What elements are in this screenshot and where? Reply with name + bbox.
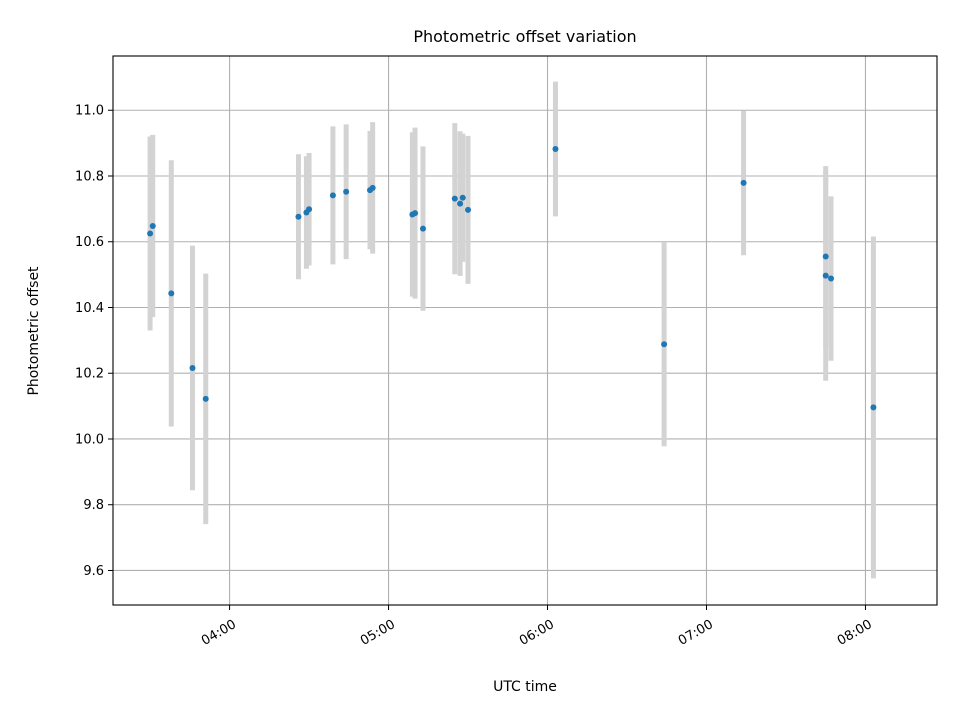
y-tick-label: 10.4 — [75, 301, 104, 316]
data-point — [147, 230, 154, 237]
data-point — [295, 213, 302, 220]
data-point — [168, 290, 175, 297]
y-tick-label: 10.2 — [75, 367, 104, 382]
data-point — [149, 222, 156, 229]
data-point — [457, 200, 464, 207]
data-point — [822, 253, 829, 260]
y-tick-label: 10.8 — [75, 169, 104, 184]
data-point — [202, 395, 209, 402]
grid-layer — [113, 56, 937, 605]
data-point — [828, 275, 835, 282]
data-point — [189, 364, 196, 371]
data-point — [552, 146, 559, 153]
y-tick-label: 10.6 — [75, 235, 104, 250]
data-point — [465, 206, 472, 213]
data-point — [329, 192, 336, 199]
data-point — [412, 210, 419, 217]
y-tick-label: 9.6 — [83, 564, 104, 579]
data-point — [369, 184, 376, 191]
data-point — [740, 179, 747, 186]
data-point — [661, 341, 668, 348]
data-point — [419, 225, 426, 232]
plot-frame — [112, 55, 938, 606]
data-point — [343, 188, 350, 195]
data-point — [459, 194, 466, 201]
point-layer — [147, 146, 877, 411]
chart-title: Photometric offset variation — [413, 27, 636, 46]
data-point — [306, 206, 313, 213]
y-tick-label: 9.8 — [83, 498, 104, 513]
y-tick-label: 11.0 — [75, 104, 104, 119]
y-axis-label: Photometric offset — [26, 266, 42, 396]
x-axis-label: UTC time — [493, 679, 557, 695]
data-point — [822, 272, 829, 279]
data-point — [870, 404, 877, 411]
data-point — [451, 195, 458, 202]
y-tick-label: 10.0 — [75, 432, 104, 447]
